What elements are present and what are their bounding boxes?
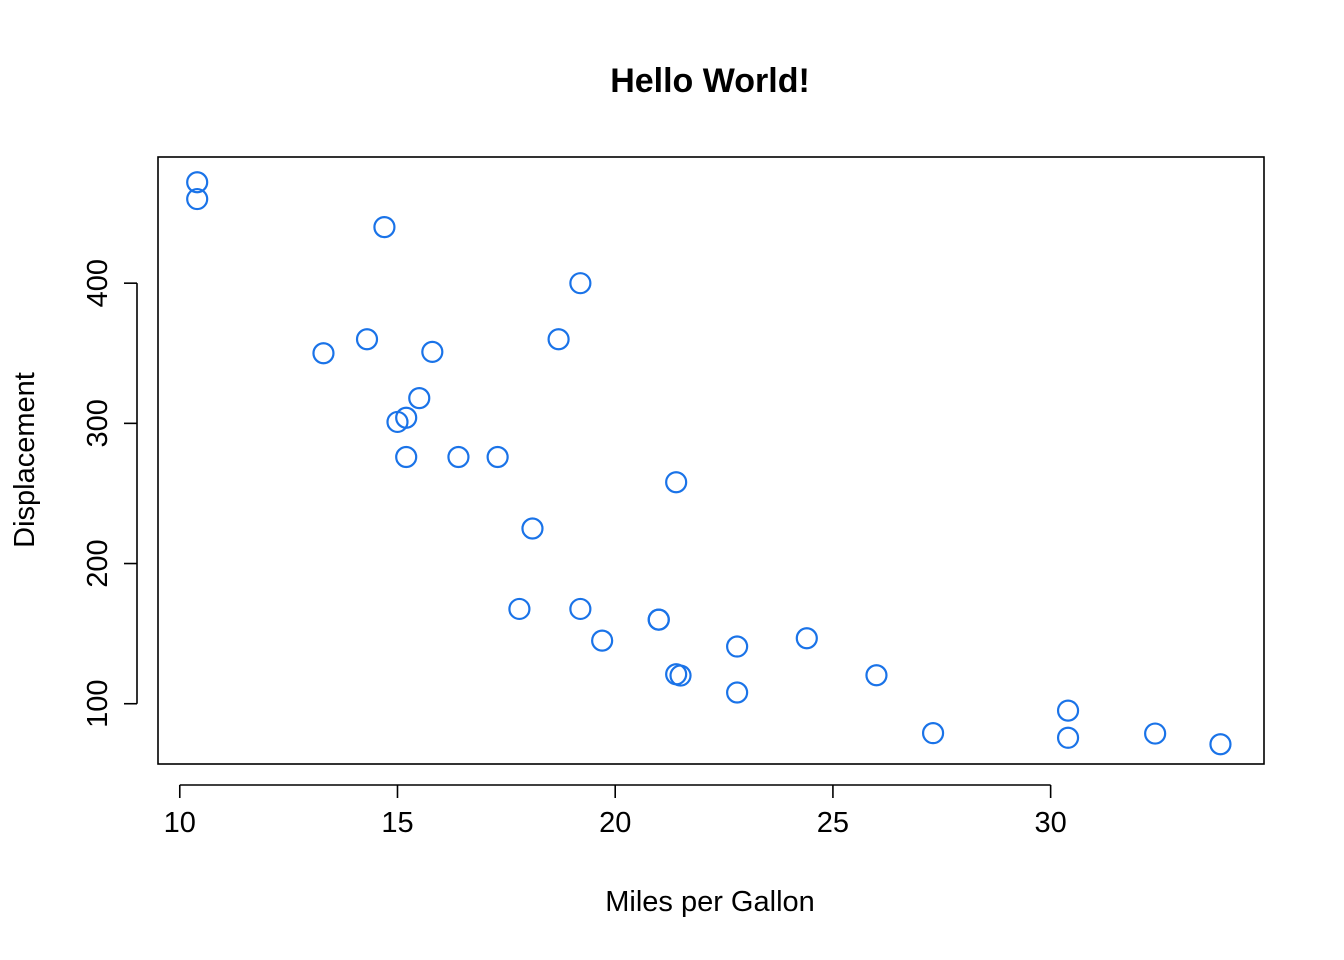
- data-point: [1144, 722, 1167, 745]
- data-point: [547, 328, 570, 351]
- data-point: [647, 608, 670, 631]
- data-point: [921, 722, 945, 745]
- y-tick-label: 200: [82, 539, 114, 587]
- data-point: [521, 517, 544, 540]
- data-point: [447, 445, 470, 469]
- data-point: [865, 664, 888, 687]
- data-point: [395, 445, 418, 469]
- data-point: [726, 635, 749, 658]
- data-point: [1056, 726, 1080, 749]
- data-point: [408, 387, 431, 410]
- y-tick-label: 100: [82, 680, 114, 728]
- data-point: [386, 410, 409, 434]
- data-point: [726, 681, 749, 704]
- data-point: [665, 471, 688, 494]
- y-tick-label: 300: [82, 399, 114, 447]
- y-axis-label: Displacement: [9, 372, 41, 548]
- x-tick-label: 20: [599, 807, 631, 839]
- data-point: [312, 342, 335, 365]
- x-tick-label: 10: [164, 807, 196, 839]
- plot-frame: [157, 156, 1265, 765]
- data-points: [186, 171, 1232, 756]
- data-point: [569, 597, 592, 621]
- data-point: [373, 215, 396, 239]
- data-point: [1209, 733, 1232, 756]
- data-point: [186, 187, 209, 211]
- data-point: [569, 272, 592, 295]
- data-point: [186, 171, 209, 194]
- x-tick-label: 15: [381, 807, 413, 839]
- data-point: [355, 328, 379, 351]
- x-tick-label: 30: [1035, 807, 1067, 839]
- y-axis: 100 200 300 400: [82, 259, 138, 728]
- chart-title: Hello World!: [610, 62, 810, 100]
- data-point: [591, 629, 614, 652]
- data-point: [421, 340, 444, 363]
- data-point: [486, 445, 509, 469]
- y-tick-label: 400: [82, 259, 114, 307]
- data-point: [669, 664, 692, 687]
- x-axis-label: Miles per Gallon: [605, 886, 815, 918]
- x-tick-label: 25: [817, 807, 849, 839]
- data-point: [1056, 699, 1080, 722]
- x-axis: 10 15 20 25 30: [164, 784, 1067, 839]
- data-point: [508, 597, 531, 621]
- data-point: [795, 627, 818, 650]
